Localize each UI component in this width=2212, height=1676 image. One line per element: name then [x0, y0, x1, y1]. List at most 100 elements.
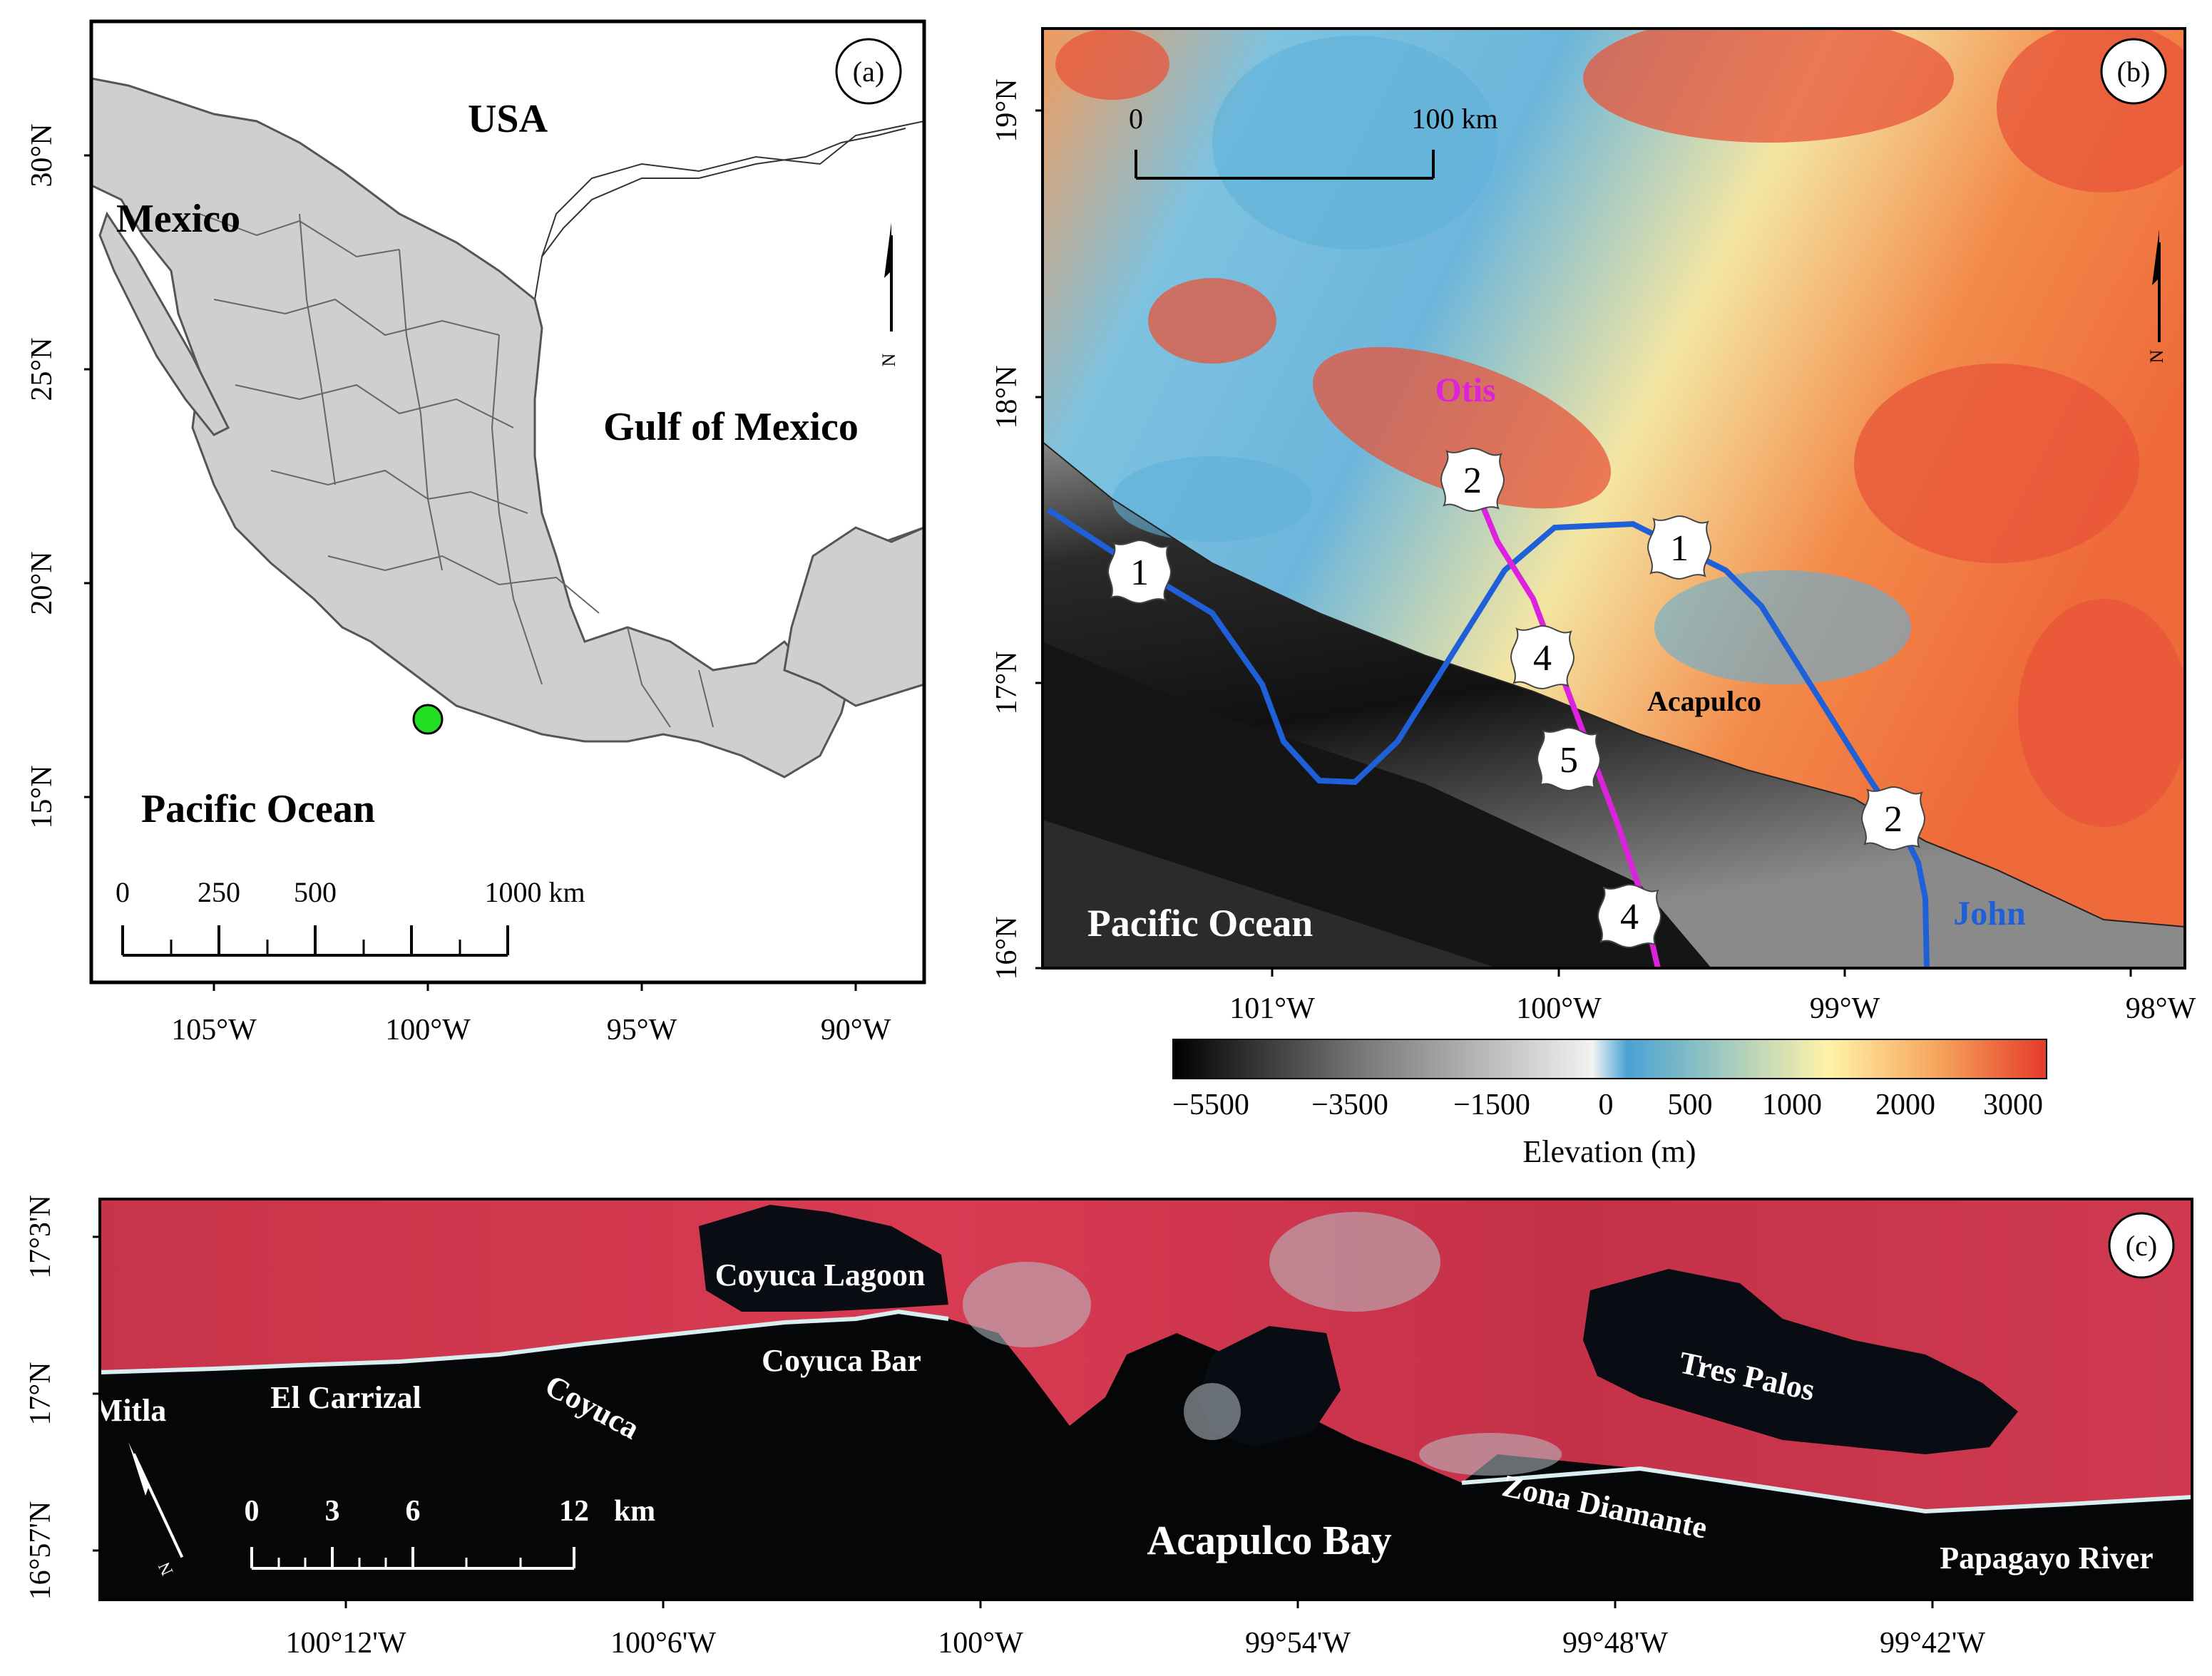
highland-patches: [1055, 29, 2185, 827]
svg-text:99°48'W: 99°48'W: [1562, 1627, 1668, 1660]
svg-text:99°42'W: 99°42'W: [1880, 1627, 1985, 1660]
lon-axis-a: 105°W 100°W 95°W 90°W: [171, 982, 891, 1047]
svg-text:2: 2: [1463, 461, 1482, 501]
label-el-carrizal: El Carrizal: [270, 1380, 421, 1415]
svg-text:1: 1: [1670, 528, 1689, 569]
lat-axis-c: 17°3'N 17°N 16°57'N: [24, 1195, 100, 1600]
svg-text:4: 4: [1533, 638, 1552, 679]
colorbar-title: Elevation (m): [1522, 1134, 1696, 1169]
svg-text:101°W: 101°W: [1229, 992, 1315, 1025]
hurricane-icon: 4: [1597, 884, 1661, 948]
label-john: John: [1953, 895, 2025, 932]
svg-text:250: 250: [198, 876, 240, 908]
svg-text:15°N: 15°N: [26, 765, 58, 828]
svg-text:1: 1: [1130, 552, 1149, 593]
yucatan-land: [783, 526, 924, 707]
svg-text:0: 0: [116, 876, 130, 908]
state-borders: [199, 213, 714, 728]
lat-axis-a: 30°N 25°N 20°N 15°N: [26, 123, 91, 829]
svg-text:12: 12: [559, 1495, 589, 1528]
svg-text:6: 6: [406, 1495, 421, 1528]
study-site-marker: [412, 704, 444, 735]
svg-text:(b): (b): [2117, 56, 2151, 88]
svg-text:500: 500: [294, 876, 337, 908]
track-otis: [1470, 480, 1661, 968]
panel-b-label: (b): [2100, 38, 2167, 105]
svg-text:99°54'W: 99°54'W: [1245, 1627, 1351, 1660]
label-usa: USA: [468, 97, 548, 141]
svg-text:N: N: [879, 353, 899, 366]
label-mitla: Mitla: [93, 1393, 167, 1428]
svg-text:0: 0: [1129, 103, 1143, 135]
svg-text:100°W: 100°W: [385, 1014, 471, 1047]
svg-text:100°W: 100°W: [938, 1627, 1023, 1660]
svg-text:30°N: 30°N: [26, 123, 58, 187]
svg-text:1000 km: 1000 km: [484, 876, 585, 908]
svg-text:0: 0: [1599, 1089, 1614, 1121]
svg-text:−1500: −1500: [1453, 1089, 1530, 1121]
svg-text:−5500: −5500: [1172, 1089, 1249, 1121]
north-arrow-icon: N: [2146, 230, 2167, 363]
hurricane-icon: 1: [1647, 515, 1711, 580]
lon-axis-b: 101°W 100°W 99°W 98°W: [1229, 968, 2196, 1025]
coyuca-lagoon: [699, 1205, 948, 1312]
hurricane-icon: 2: [1440, 448, 1505, 512]
label-pacific-ocean-a: Pacific Ocean: [141, 787, 375, 831]
tres-palos-lagoon: [1583, 1269, 2018, 1454]
svg-text:0: 0: [245, 1495, 260, 1528]
svg-text:20°N: 20°N: [26, 551, 58, 615]
svg-text:2000: 2000: [1875, 1089, 1935, 1121]
svg-text:(a): (a): [853, 56, 884, 88]
svg-text:N: N: [2146, 349, 2167, 363]
svg-text:17°N: 17°N: [24, 1362, 57, 1425]
svg-text:105°W: 105°W: [171, 1014, 257, 1047]
scale-bar-a: 0 250 500 1000 km: [116, 876, 585, 957]
label-papagayo-river: Papagayo River: [1940, 1541, 2153, 1575]
hurricane-icon: 2: [1861, 786, 1925, 850]
svg-text:16°57'N: 16°57'N: [24, 1501, 57, 1600]
svg-text:99°W: 99°W: [1810, 992, 1880, 1025]
svg-text:18°N: 18°N: [990, 365, 1023, 428]
label-acapulco: Acapulco: [1647, 685, 1761, 717]
hurricane-icon: 5: [1537, 727, 1601, 791]
lon-axis-c: 100°12'W 100°6'W 100°W 99°54'W 99°48'W 9…: [285, 1600, 1985, 1660]
svg-text:1000: 1000: [1762, 1089, 1822, 1121]
svg-text:−3500: −3500: [1311, 1089, 1388, 1121]
svg-text:2: 2: [1884, 799, 1903, 840]
svg-text:90°W: 90°W: [821, 1014, 891, 1047]
baja-land: [98, 211, 230, 436]
colorbar: −5500 −3500 −1500 0 500 1000 2000 3000 E…: [1172, 1039, 2047, 1169]
panel-c: Mitla El Carrizal Coyuca Coyuca Lagoon C…: [24, 1195, 2193, 1660]
hurricane-icon: 4: [1510, 625, 1574, 689]
panel-c-label: (c): [2108, 1212, 2175, 1279]
label-gulf-of-mexico: Gulf of Mexico: [603, 405, 859, 449]
svg-text:(c): (c): [2126, 1230, 2157, 1262]
label-mexico: Mexico: [116, 197, 240, 241]
label-acapulco-bay: Acapulco Bay: [1147, 1517, 1391, 1563]
lat-axis-b: 19°N 18°N 17°N 16°N: [990, 78, 1043, 980]
svg-text:17°3'N: 17°3'N: [24, 1195, 57, 1279]
svg-text:95°W: 95°W: [607, 1014, 677, 1047]
north-arrow-icon: N: [879, 222, 899, 366]
panel-a-label: (a): [835, 38, 902, 105]
scale-bar-c: 0 3 6 12 km: [245, 1495, 655, 1570]
land-elevation: [1043, 29, 2185, 927]
svg-text:17°N: 17°N: [990, 651, 1023, 714]
label-pacific-ocean-b: Pacific Ocean: [1087, 902, 1313, 945]
label-coyuca-lagoon: Coyuca Lagoon: [715, 1258, 926, 1292]
panel-b: 1 1 2 2 4 5 4: [990, 27, 2196, 1169]
svg-text:5: 5: [1560, 740, 1578, 781]
svg-text:98°W: 98°W: [2126, 992, 2196, 1025]
svg-text:19°N: 19°N: [990, 78, 1023, 142]
panel-a: (a) USA Mexico Gulf of Mexico Pacific Oc…: [26, 19, 926, 1047]
svg-text:100°W: 100°W: [1516, 992, 1602, 1025]
scale-bar-b: 0 100 km: [1129, 103, 1498, 180]
svg-text:100 km: 100 km: [1411, 103, 1497, 135]
svg-text:3: 3: [325, 1495, 340, 1528]
label-coyuca-bar: Coyuca Bar: [762, 1343, 921, 1378]
svg-text:100°6'W: 100°6'W: [610, 1627, 716, 1660]
svg-text:25°N: 25°N: [26, 337, 58, 401]
svg-text:km: km: [614, 1495, 655, 1528]
svg-text:3000: 3000: [1983, 1089, 2043, 1121]
